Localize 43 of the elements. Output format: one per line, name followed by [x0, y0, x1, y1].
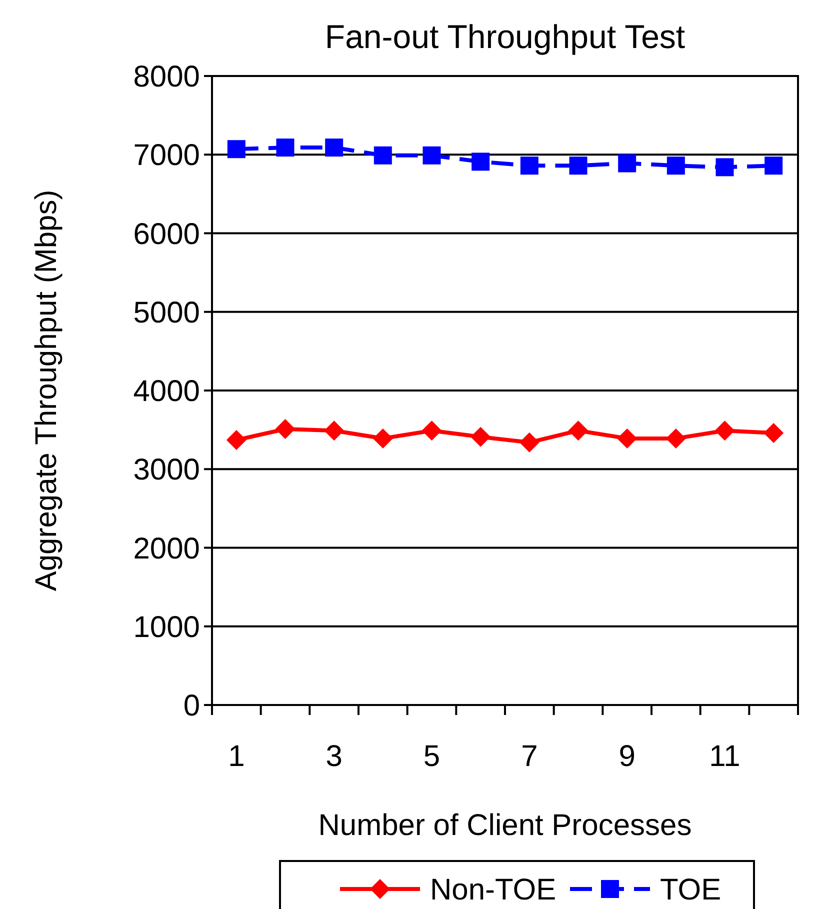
point — [276, 138, 294, 157]
point — [422, 420, 442, 441]
point — [764, 422, 784, 443]
point — [519, 432, 540, 452]
chart-title: Fan-out Throughput Test — [324, 18, 686, 55]
point — [325, 138, 344, 157]
y-tick-label: 4000 — [133, 375, 200, 408]
y-tick-label: 7000 — [133, 139, 200, 172]
point — [374, 146, 392, 164]
legend-label: Non-TOE — [430, 874, 556, 906]
y-axis-title: Aggregate Throughput (Mbps) — [30, 190, 63, 592]
point — [472, 152, 490, 171]
y-tick-label: 3000 — [133, 454, 200, 487]
point — [714, 420, 735, 441]
point — [422, 146, 441, 164]
point — [618, 154, 636, 172]
x-tick-label: 9 — [618, 740, 636, 773]
y-tick-label: 1000 — [133, 610, 200, 644]
point — [520, 156, 538, 175]
point — [568, 420, 588, 441]
y-tick-label: 2000 — [133, 532, 200, 566]
x-tick-label: 5 — [423, 740, 440, 773]
x-tick-label: 1 — [228, 740, 245, 773]
y-tick-label: 8000 — [133, 60, 200, 94]
legend-label: TOE — [660, 874, 722, 906]
point — [716, 158, 734, 176]
point — [226, 430, 246, 450]
point — [764, 156, 783, 175]
point — [324, 420, 344, 441]
point — [227, 140, 246, 158]
point — [569, 156, 588, 175]
x-tick-label: 11 — [709, 740, 740, 773]
point — [617, 428, 638, 448]
x-tick-label: 3 — [326, 740, 342, 773]
y-tick-label: 6000 — [133, 218, 200, 251]
point — [666, 156, 685, 175]
point — [275, 419, 296, 440]
y-tick-label: 0 — [183, 690, 200, 722]
x-tick-label: 7 — [521, 740, 538, 773]
y-tick-label: 5000 — [133, 296, 200, 330]
x-axis-title: Number of Client Processes — [318, 809, 692, 842]
point — [470, 426, 491, 447]
point — [372, 428, 393, 448]
